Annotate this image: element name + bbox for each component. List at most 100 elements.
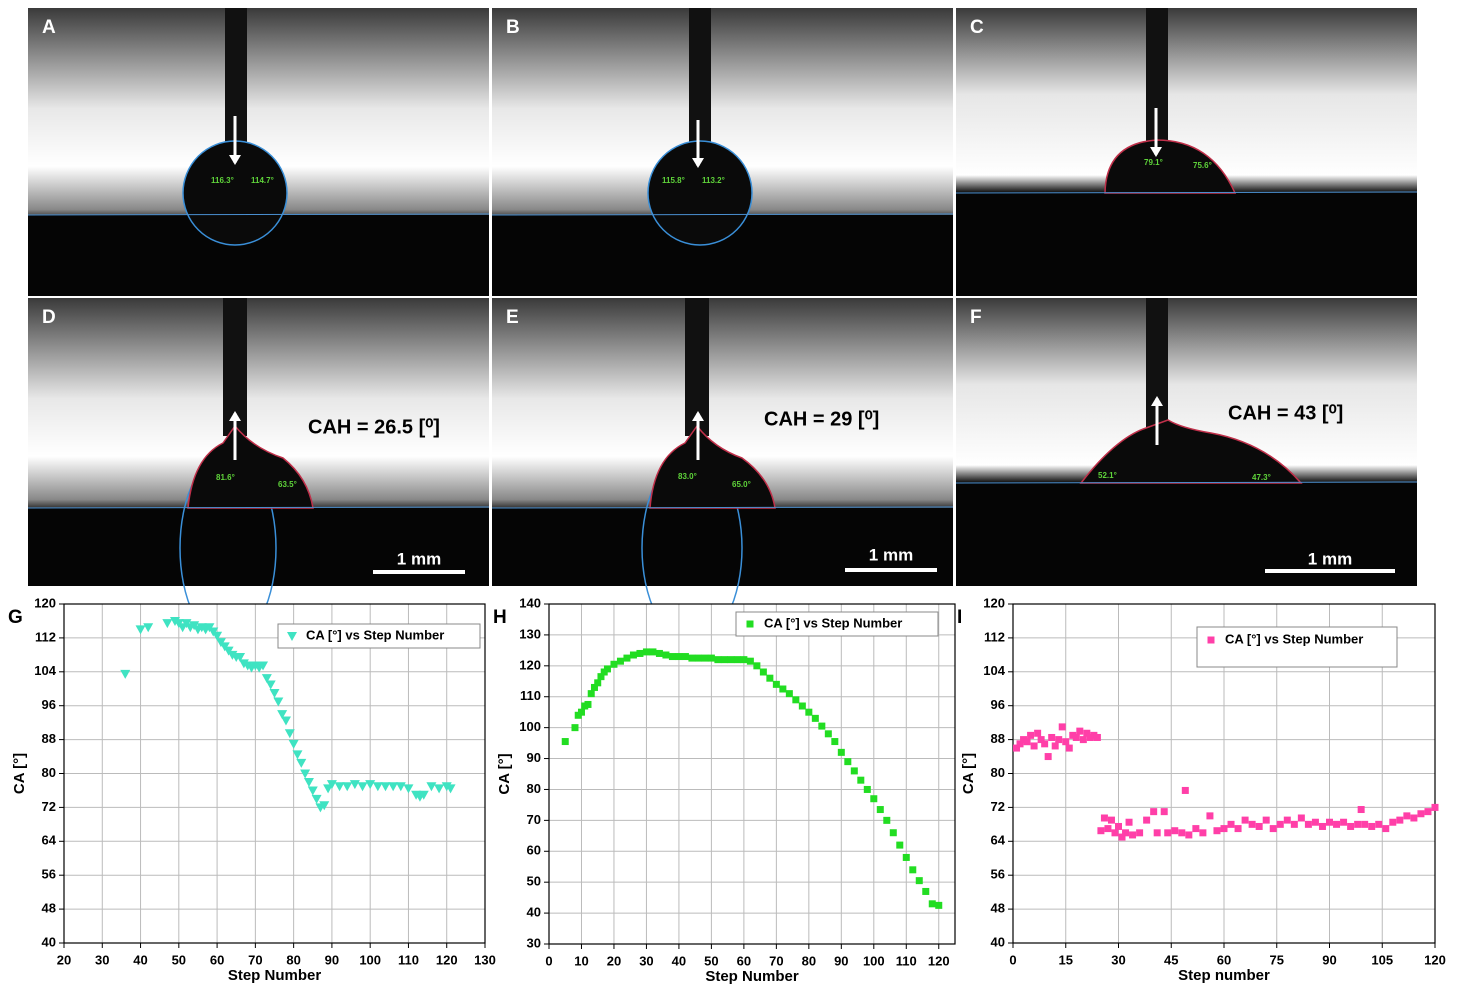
x-axis-label: Step Number bbox=[705, 968, 799, 985]
x-tick-label: 70 bbox=[248, 952, 262, 967]
cah-label: CAH = 43 [⁰] bbox=[1228, 402, 1343, 424]
y-tick-label: 80 bbox=[991, 765, 1005, 780]
point bbox=[380, 782, 391, 792]
point bbox=[1220, 825, 1228, 833]
y-axis-label: CA [°] bbox=[496, 753, 513, 794]
point bbox=[587, 690, 595, 698]
legend-swatch bbox=[746, 620, 754, 628]
x-tick-label: 120 bbox=[436, 952, 458, 967]
panel-letter: D bbox=[42, 307, 56, 328]
point bbox=[1290, 820, 1298, 828]
y-tick-label: 96 bbox=[991, 697, 1005, 712]
panel-letter: E bbox=[506, 307, 519, 328]
point bbox=[1213, 827, 1221, 835]
angle-label: 113.2° bbox=[702, 176, 725, 185]
point bbox=[1125, 818, 1133, 826]
y-tick-label: 104 bbox=[34, 663, 56, 678]
point bbox=[590, 683, 598, 691]
droplet bbox=[647, 140, 753, 246]
substrate bbox=[956, 193, 1417, 296]
point bbox=[792, 696, 800, 704]
x-tick-label: 50 bbox=[704, 953, 718, 968]
x-axis-label: Step Number bbox=[228, 967, 322, 984]
y-tick-label: 104 bbox=[983, 663, 1005, 678]
baseline bbox=[491, 213, 954, 216]
point bbox=[1318, 822, 1326, 830]
y-tick-label: 72 bbox=[991, 799, 1005, 814]
x-tick-label: 90 bbox=[834, 953, 848, 968]
point bbox=[1065, 744, 1073, 752]
arrow-head bbox=[692, 411, 704, 421]
angle-label: 63.5° bbox=[278, 480, 297, 489]
substrate bbox=[28, 508, 489, 586]
point bbox=[1044, 753, 1052, 761]
panel-letter: A bbox=[42, 17, 56, 38]
plot-frame bbox=[63, 603, 486, 944]
point bbox=[307, 786, 318, 796]
point bbox=[280, 716, 291, 726]
point bbox=[1375, 820, 1383, 828]
y-axis-label: CA [°] bbox=[11, 753, 28, 794]
point bbox=[1030, 742, 1038, 750]
point bbox=[296, 758, 307, 768]
panel-letter: F bbox=[970, 307, 982, 328]
point bbox=[876, 806, 884, 814]
point bbox=[922, 887, 930, 895]
legend-box bbox=[1196, 626, 1398, 668]
point bbox=[1171, 827, 1179, 835]
point bbox=[1129, 831, 1137, 839]
y-tick-label: 80 bbox=[527, 781, 541, 796]
point bbox=[1097, 827, 1105, 835]
photo-panel: 115.8° 113.2° B bbox=[491, 8, 954, 296]
cah-label: CAH = 26.5 [⁰] bbox=[308, 416, 440, 438]
arrow-head bbox=[692, 158, 704, 168]
point bbox=[629, 651, 637, 659]
point bbox=[1389, 818, 1397, 826]
point bbox=[426, 782, 437, 792]
point bbox=[1333, 820, 1341, 828]
y-tick-label: 88 bbox=[991, 731, 1005, 746]
point bbox=[733, 656, 741, 664]
point bbox=[1086, 733, 1094, 741]
point bbox=[837, 748, 845, 756]
x-tick-label: 60 bbox=[210, 952, 224, 967]
panel-letter: H bbox=[493, 607, 507, 628]
angle-label: 79.1° bbox=[1144, 158, 1163, 167]
point bbox=[616, 657, 624, 665]
point bbox=[395, 782, 406, 792]
y-tick-label: 30 bbox=[527, 935, 541, 950]
point bbox=[1311, 818, 1319, 826]
needle bbox=[225, 8, 247, 156]
point bbox=[727, 656, 735, 664]
point bbox=[584, 700, 592, 708]
point bbox=[850, 767, 858, 775]
baseline bbox=[955, 191, 1418, 194]
legend-label: CA [°] vs Step Number bbox=[764, 615, 902, 630]
point bbox=[1276, 820, 1284, 828]
point bbox=[1382, 825, 1390, 833]
y-tick-label: 56 bbox=[42, 867, 56, 882]
point bbox=[1283, 816, 1291, 824]
x-tick-label: 80 bbox=[802, 953, 816, 968]
point bbox=[610, 660, 618, 668]
point bbox=[668, 653, 676, 661]
point bbox=[701, 654, 709, 662]
arrow-head bbox=[1151, 396, 1163, 406]
point bbox=[1107, 816, 1115, 824]
point bbox=[326, 780, 337, 790]
x-tick-label: 10 bbox=[574, 953, 588, 968]
x-tick-label: 80 bbox=[286, 952, 300, 967]
point bbox=[1424, 808, 1432, 816]
angle-label: 65.0° bbox=[732, 480, 751, 489]
point bbox=[1143, 816, 1151, 824]
point bbox=[889, 829, 897, 837]
x-axis-label: Step number bbox=[1178, 967, 1270, 984]
point bbox=[1417, 810, 1425, 818]
point bbox=[319, 801, 330, 811]
point bbox=[1118, 833, 1126, 841]
point bbox=[824, 730, 832, 738]
point bbox=[746, 657, 754, 665]
point bbox=[1227, 820, 1235, 828]
cah-label: CAH = 29 [⁰] bbox=[764, 408, 879, 430]
